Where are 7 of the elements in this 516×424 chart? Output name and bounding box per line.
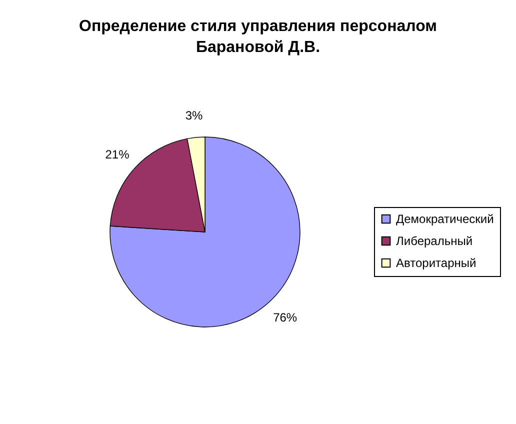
chart-title: Определение стиля управления персоналом Барановой Д.В.: [79, 18, 437, 56]
legend-label: Либеральный: [396, 234, 473, 248]
data-label: 76%: [273, 310, 298, 324]
data-label: 21%: [105, 148, 130, 162]
legend-label: Демократический: [396, 212, 494, 226]
data-label: 3%: [185, 108, 203, 123]
legend-label: Авторитарный: [396, 256, 476, 270]
